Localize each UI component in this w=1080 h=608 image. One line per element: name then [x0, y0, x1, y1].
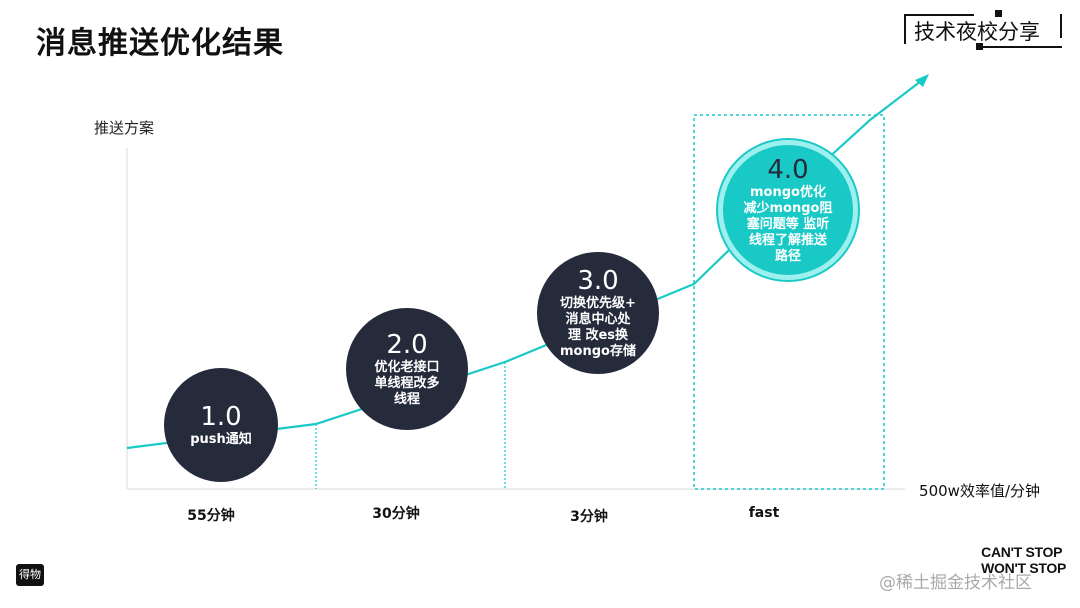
stage-version-3: 3.0 [577, 266, 619, 296]
category-label-2: 30分钟 [372, 506, 420, 522]
stage-desc-4: mongo优化 减少mongo阻 塞问题等 监听 线程了解推送 路径 [743, 185, 833, 264]
stage-version-4: 4.0 [767, 155, 809, 185]
page-title: 消息推送优化结果 [36, 26, 284, 61]
slogan-logo: CAN'T STOP WON'T STOP [981, 544, 1066, 576]
category-label-4: fast [748, 505, 780, 521]
stage-desc-3: 切换优先级+ 消息中心处 理 改es换 mongo存储 [560, 296, 636, 359]
stage-version-2: 2.0 [386, 330, 428, 360]
brand-frame-bottom [982, 46, 1062, 48]
trend-arrow-head [915, 74, 929, 87]
brand-badge: 技术夜校分享 [904, 10, 1062, 50]
trend-line [126, 77, 926, 450]
stage-circle-4-highlight: 4.0 mongo优化 减少mongo阻 塞问题等 监听 线程了解推送 路径 [718, 140, 858, 280]
stage-circle-2: 2.0 优化老接口 单线程改多 线程 [346, 308, 468, 430]
category-label-1: 55分钟 [187, 508, 235, 524]
brand-frame-right [1060, 14, 1062, 38]
brand-dot-2 [976, 43, 983, 50]
watermark: @稀土掘金技术社区 [879, 573, 1032, 593]
stage-version-1: 1.0 [200, 402, 242, 432]
brand-text: 技术夜校分享 [914, 20, 1040, 44]
brand-frame-left [904, 14, 906, 44]
x-axis-label: 500w效率值/分钟 [919, 482, 1040, 500]
stage-desc-2: 优化老接口 单线程改多 线程 [374, 360, 440, 407]
dewu-logo: 得物 [16, 564, 44, 586]
brand-dot [995, 10, 1002, 17]
stage-circle-1: 1.0 push通知 [164, 368, 278, 482]
category-label-3: 3分钟 [570, 509, 608, 525]
stage-circle-3: 3.0 切换优先级+ 消息中心处 理 改es换 mongo存储 [537, 252, 659, 374]
stage-desc-1: push通知 [190, 432, 252, 447]
brand-frame-top [904, 14, 974, 16]
y-axis-label: 推送方案 [94, 119, 155, 137]
